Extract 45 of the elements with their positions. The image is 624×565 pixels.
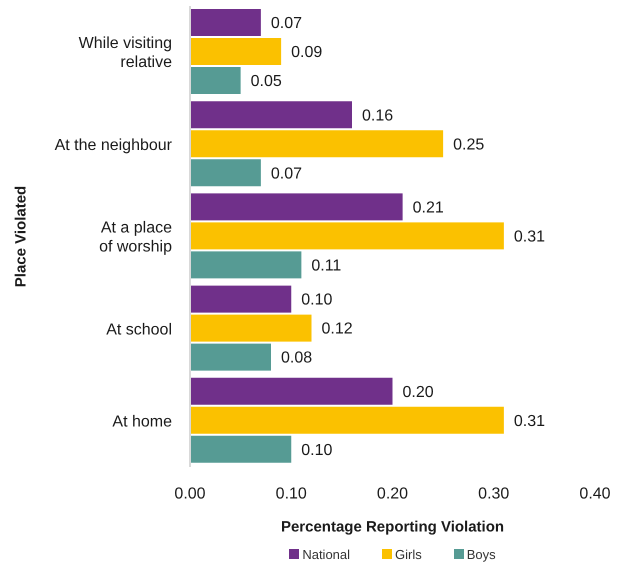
data-label: 0.10 [301,292,332,309]
legend-label: Girls [395,546,422,562]
data-label: 0.21 [412,200,444,216]
bar [190,101,352,128]
data-label: 0.07 [270,15,302,32]
bar [190,130,444,158]
x-axis-title: Percentage Reporting Violation [280,518,504,536]
data-label: 0.11 [311,258,342,274]
data-label: 0.12 [322,320,353,338]
data-label: 0.08 [281,350,312,367]
bar [190,9,261,36]
bar [190,436,292,463]
x-tick-label: 0.20 [376,485,408,502]
bar [190,314,312,342]
y-axis-title: Place Violated [12,186,30,288]
y-tick-label: At a place of worship [99,220,172,256]
bar [190,406,504,434]
x-tick-label: 0.40 [579,485,611,502]
data-label: 0.10 [301,442,332,459]
bar [190,286,292,313]
y-tick-label: At home [112,414,172,430]
y-tick-label: At the neighbour [54,136,173,154]
bar [190,67,241,94]
bar [190,222,504,250]
x-tick-label: 0.00 [174,485,206,502]
legend-label: National [302,546,350,562]
y-tick-label: While visiting relative [78,35,172,72]
bar [190,38,282,65]
data-label: 0.05 [250,73,282,90]
data-label: 0.25 [453,136,484,154]
legend-label: Boys [466,546,496,562]
data-label: 0.31 [514,228,546,246]
y-tick-label: At school [106,321,172,338]
data-label: 0.07 [270,165,302,182]
bar [190,159,261,186]
data-label: 0.16 [362,107,394,124]
bar [190,251,302,278]
x-tick-label: 0.30 [478,485,510,502]
x-tick-label: 0.10 [276,485,307,502]
data-label: 0.09 [291,44,322,62]
data-label: 0.31 [514,412,546,430]
data-label: 0.20 [402,384,434,401]
bar [190,378,392,405]
bar [190,193,403,220]
bar [190,344,271,371]
